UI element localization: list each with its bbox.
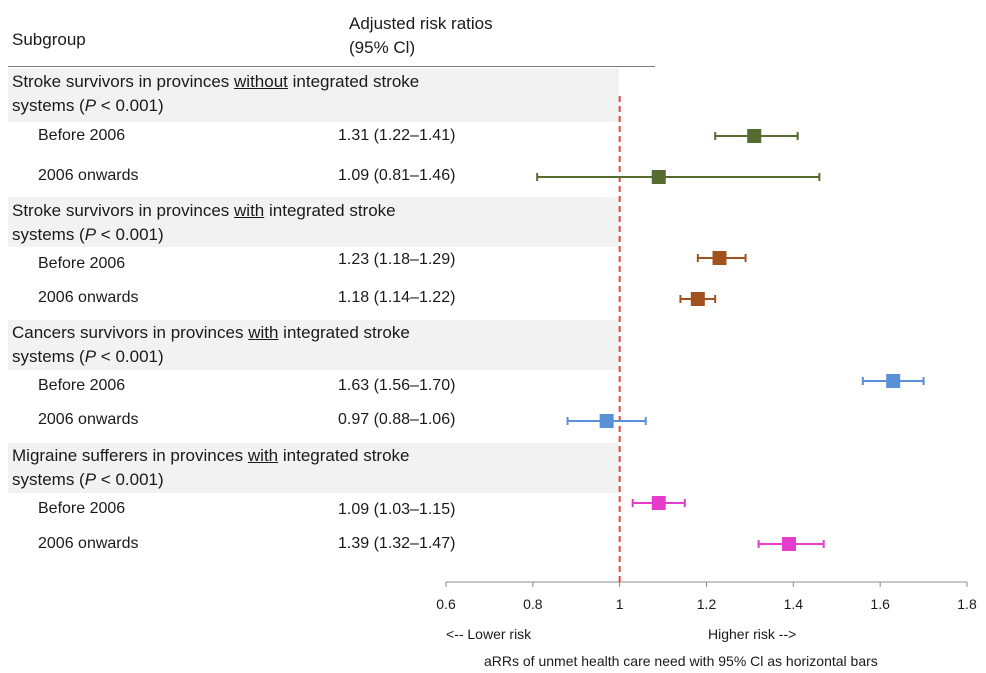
group-title: Stroke survivors in provinces without in… <box>12 72 420 115</box>
group-band <box>8 68 619 122</box>
x-tick-label: 1.8 <box>957 596 977 612</box>
group-title-emphasis: with <box>234 201 265 220</box>
x-axis-caption: aRRs of unmet health care need with 95% … <box>484 653 878 669</box>
row-estimate: 1.63 (1.56–1.70) <box>338 377 456 394</box>
group-band <box>8 443 619 493</box>
arr-header: Adjusted risk ratios (95% Cl) <box>349 12 609 60</box>
header-rule <box>8 66 655 67</box>
row-label: 2006 onwards <box>38 411 139 428</box>
row-estimate: 1.39 (1.32–1.47) <box>338 535 456 552</box>
subgroup-header: Subgroup <box>12 30 86 49</box>
group-band <box>8 320 619 370</box>
point-estimate-marker <box>781 537 796 551</box>
row-label: Before 2006 <box>38 255 126 272</box>
x-tick-label: 0.8 <box>523 596 543 612</box>
x-tick-label: 0.6 <box>436 596 456 612</box>
row-estimate: 1.09 (0.81–1.46) <box>338 167 456 184</box>
group-title-emphasis: without <box>234 72 288 91</box>
x-tick-label: 1.4 <box>784 596 804 612</box>
group-title: Cancers survivors in provinces with inte… <box>12 323 410 366</box>
x-tick-label: 1.6 <box>870 596 890 612</box>
group-band <box>8 197 619 247</box>
point-estimate-marker <box>886 374 901 388</box>
point-estimate-marker <box>651 496 666 510</box>
row-label: 2006 onwards <box>38 535 139 552</box>
group-title-emphasis: with <box>248 323 279 342</box>
point-estimate-marker <box>712 251 727 265</box>
point-estimate-marker <box>690 292 705 306</box>
arr-header-line2: (95% Cl) <box>349 38 416 57</box>
row-estimate: 1.18 (1.14–1.22) <box>338 289 456 306</box>
row-estimate: 0.97 (0.88–1.06) <box>338 411 456 428</box>
row-estimate: 1.23 (1.18–1.29) <box>338 251 456 268</box>
group-title-emphasis: with <box>247 446 279 465</box>
row-estimate: 1.31 (1.22–1.41) <box>338 127 456 144</box>
point-estimate-marker <box>651 170 666 184</box>
lower-risk-label: <-- Lower risk <box>446 626 532 642</box>
point-estimate-marker <box>747 129 762 143</box>
group-title: Stroke survivors in provinces with integ… <box>12 201 396 244</box>
row-label: 2006 onwards <box>38 289 139 306</box>
row-label: Before 2006 <box>38 127 126 144</box>
row-label: Before 2006 <box>38 377 126 394</box>
higher-risk-label: Higher risk --> <box>708 626 797 642</box>
group-title: Migraine sufferers in provinces with int… <box>12 446 410 489</box>
x-tick-label: 1.2 <box>697 596 717 612</box>
x-tick-label: 1 <box>616 596 624 612</box>
row-estimate: 1.09 (1.03–1.15) <box>338 501 456 518</box>
row-label: Before 2006 <box>38 500 126 517</box>
arr-header-line1: Adjusted risk ratios <box>349 14 493 33</box>
row-label: 2006 onwards <box>38 167 139 184</box>
point-estimate-marker <box>599 414 614 428</box>
